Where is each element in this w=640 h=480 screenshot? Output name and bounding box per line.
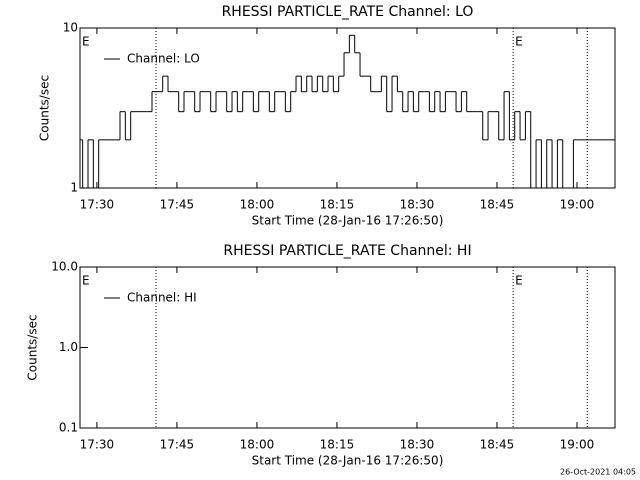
x-tick-label: 18:45 (480, 438, 515, 452)
annotation: E (82, 35, 90, 49)
y-tick-label: 10.0 (51, 260, 78, 274)
plot-frame (79, 27, 616, 189)
chart-title: RHESSI PARTICLE_RATE Channel: LO (222, 4, 474, 20)
x-tick-label: 18:45 (480, 198, 515, 212)
x-tick-label: 18:30 (400, 198, 435, 212)
y-tick-label: 10 (63, 21, 78, 35)
x-tick-label: 17:45 (160, 198, 195, 212)
chart-title: RHESSI PARTICLE_RATE Channel: HI (223, 243, 471, 259)
x-tick-label: 18:30 (400, 438, 435, 452)
annotation: E (82, 274, 90, 288)
legend-label: Channel: HI (127, 291, 197, 305)
y-axis-title: Counts/sec (38, 75, 52, 141)
annotation: E (515, 274, 523, 288)
x-axis-title: Start Time (28-Jan-16 17:26:50) (252, 214, 444, 228)
y-tick-label: 0.1 (59, 421, 78, 435)
legend-label: Channel: LO (127, 52, 200, 66)
x-tick-label: 17:30 (80, 198, 115, 212)
y-axis-title: Counts/sec (26, 314, 40, 380)
x-tick-label: 17:30 (80, 438, 115, 452)
x-tick-label: 18:00 (240, 198, 275, 212)
x-tick-label: 17:45 (160, 438, 195, 452)
y-tick-label: 1 (70, 181, 78, 195)
x-tick-label: 18:15 (320, 438, 355, 452)
x-tick-label: 18:15 (320, 198, 355, 212)
y-tick-label: 1.0 (59, 340, 78, 354)
x-axis-title: Start Time (28-Jan-16 17:26:50) (252, 454, 444, 468)
x-tick-label: 19:00 (560, 438, 595, 452)
annotation: E (515, 35, 523, 49)
timestamp: 26-Oct-2021 04:05 (560, 468, 636, 477)
x-tick-label: 18:00 (240, 438, 275, 452)
x-tick-label: 19:00 (560, 198, 595, 212)
